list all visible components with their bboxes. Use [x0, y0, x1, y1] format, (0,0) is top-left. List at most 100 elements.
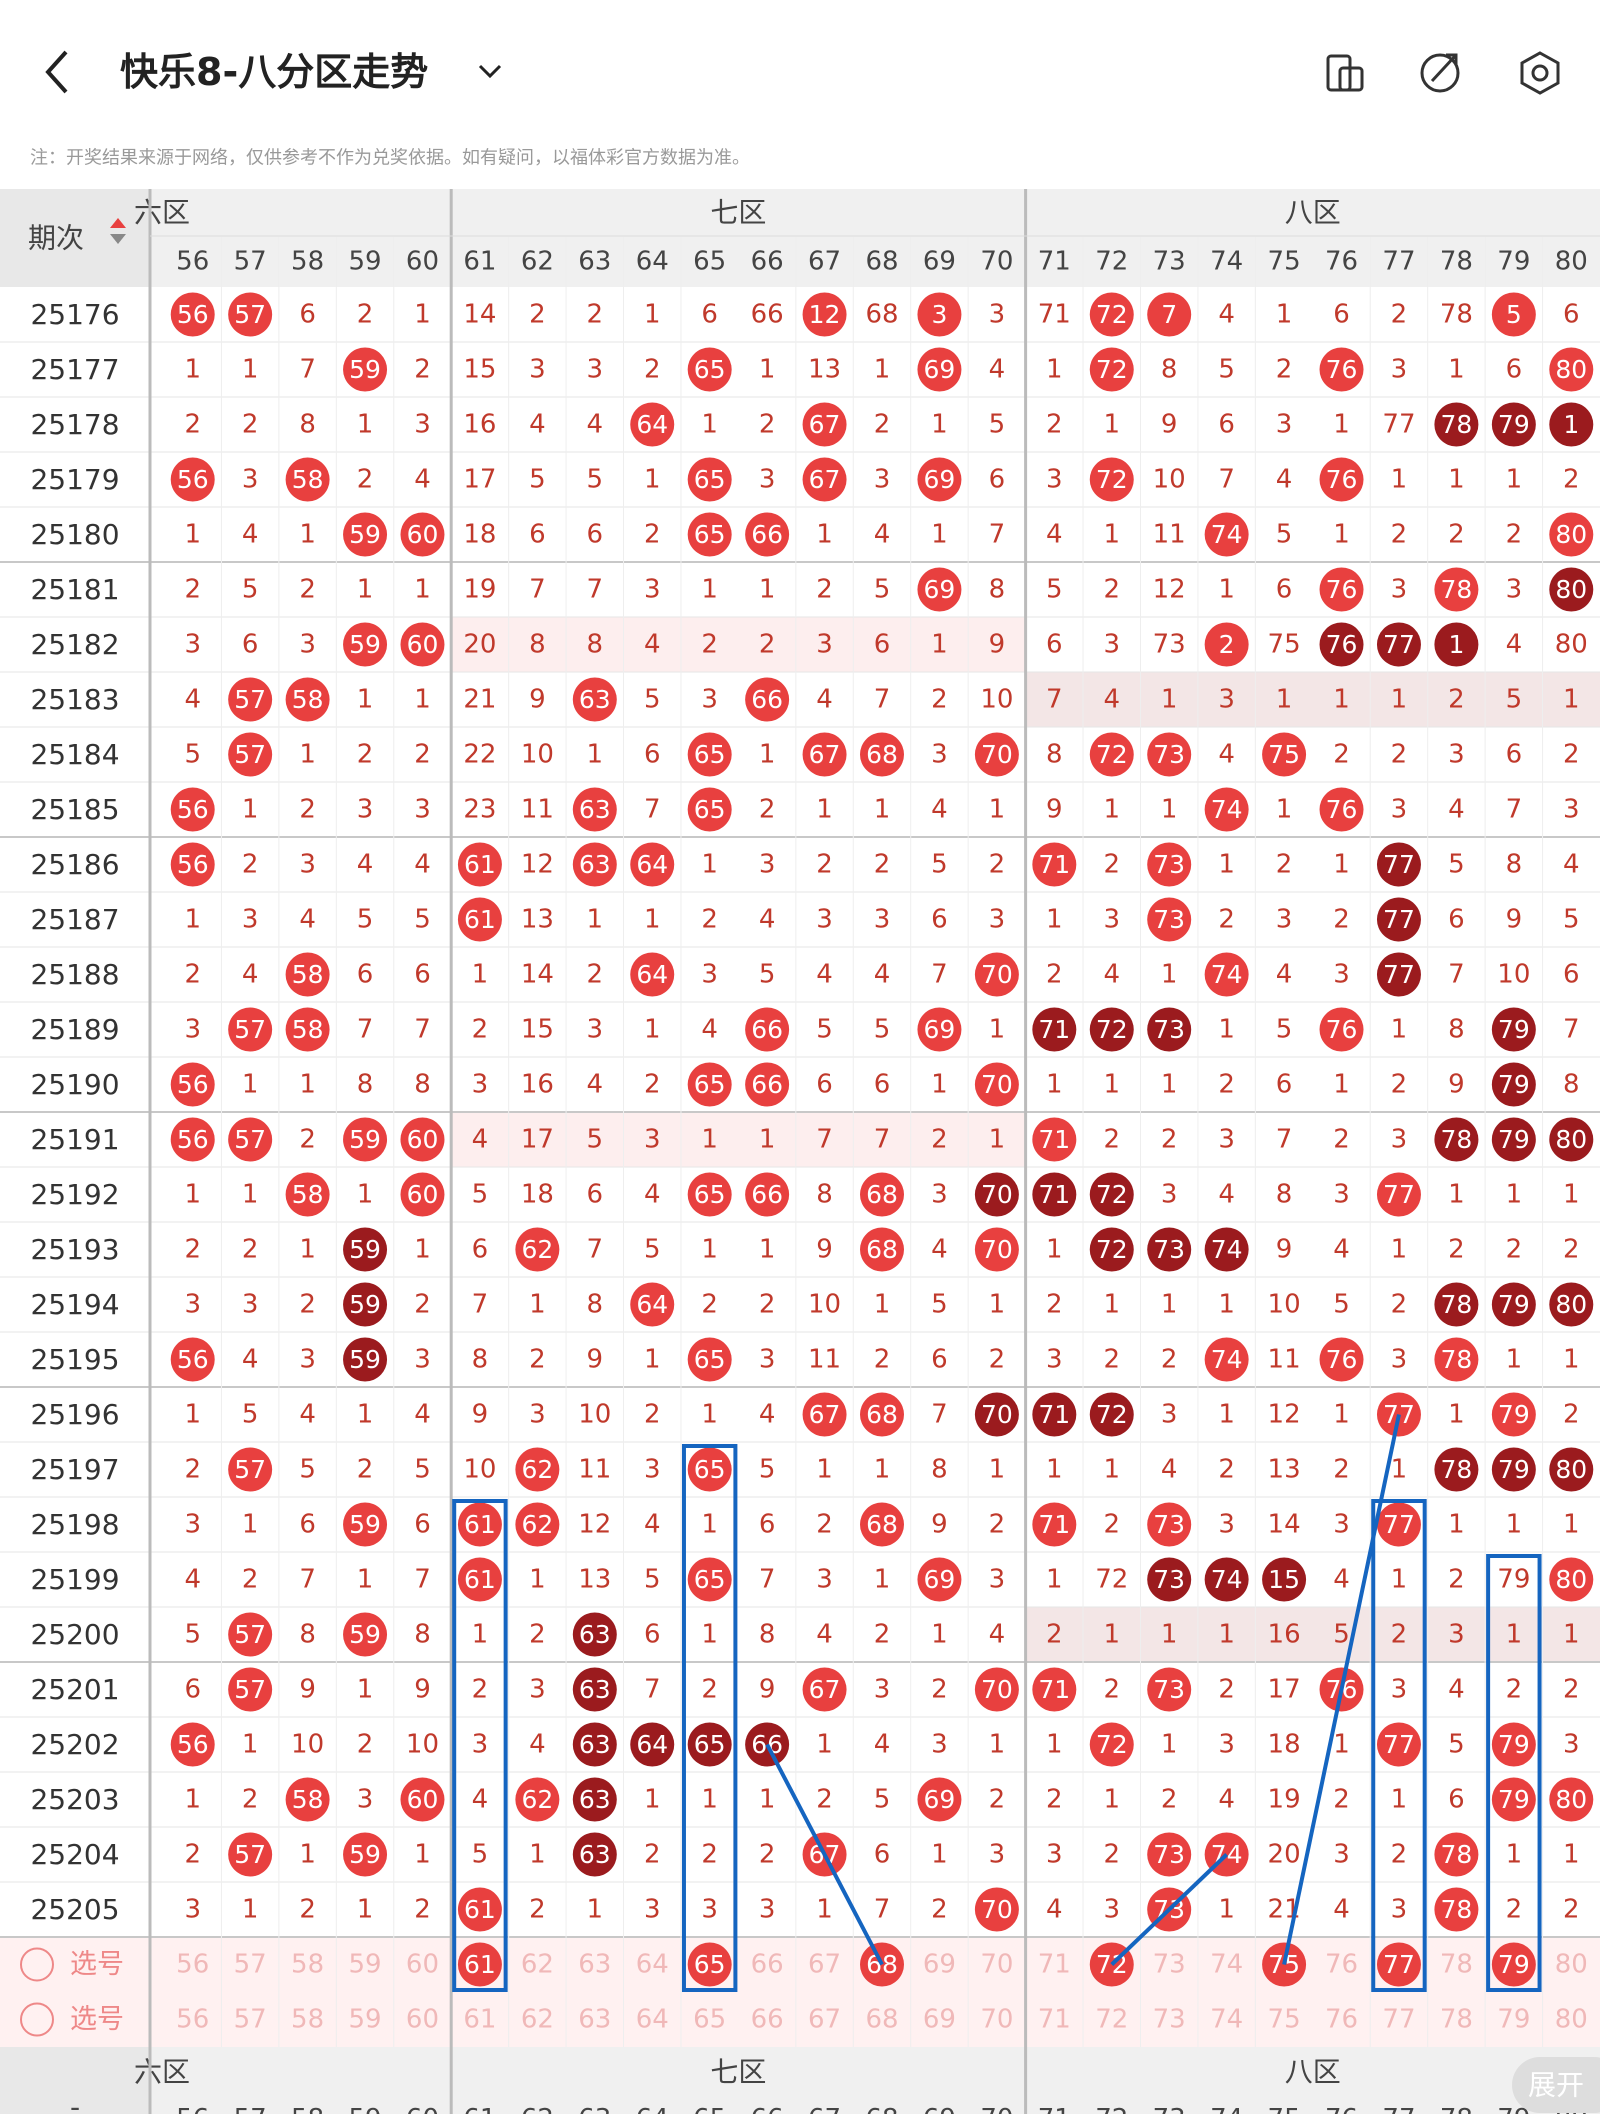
cell-number: 5	[1276, 1015, 1293, 1045]
cell-number: 13	[521, 905, 554, 935]
hot-ball	[1549, 402, 1594, 447]
cell-number: 67	[809, 1400, 841, 1429]
cell-number: 1	[759, 575, 776, 605]
cell-number: 70	[981, 960, 1013, 989]
hit-ball	[228, 1117, 273, 1162]
column-header: 77	[1382, 2104, 1415, 2114]
cell-number: 4	[1046, 520, 1063, 550]
cell-number: 1	[1506, 465, 1523, 495]
cell-number: 79	[1498, 1950, 1530, 1979]
cell-number: 1	[242, 355, 259, 385]
cell-number: 1	[1161, 795, 1178, 825]
cell-number: 59	[349, 1620, 381, 1649]
hit-ball	[745, 677, 790, 722]
cell-number: 1	[1506, 1840, 1523, 1870]
period: 25203	[30, 1783, 119, 1816]
cell-number: 2	[587, 960, 604, 990]
settings-icon[interactable]	[1520, 51, 1560, 95]
cell-number: 10	[980, 685, 1013, 715]
cell-number: 62	[521, 1785, 553, 1814]
expand-button[interactable]: 展开	[1512, 2057, 1600, 2113]
cell-number: 1	[816, 520, 833, 550]
cell-number: 77	[1383, 1180, 1415, 1209]
cell-number: 1	[701, 1400, 718, 1430]
cell-number: 3	[299, 1345, 316, 1375]
cell-number: 72	[1096, 300, 1128, 329]
cell-number: 71	[1038, 1675, 1070, 1704]
row-highlight	[1025, 672, 1600, 727]
cell-number: 3	[184, 1895, 201, 1925]
cell-number: 70	[981, 740, 1013, 769]
cell-number: 56	[177, 465, 209, 494]
hit-ball	[1376, 1172, 1421, 1217]
cell-number: 6	[1448, 905, 1465, 935]
cell-number: 6	[587, 520, 604, 550]
cell-number: 78	[1440, 1950, 1473, 1980]
cell-number: 5	[357, 905, 374, 935]
cell-number: 1	[701, 1620, 718, 1650]
cell-number: 2	[931, 1125, 948, 1155]
back-button[interactable]	[45, 50, 68, 94]
cell-number: 2	[1448, 685, 1465, 715]
cell-number: 1	[414, 1840, 431, 1870]
hit-ball	[1147, 732, 1192, 777]
cell-number: 79	[1497, 2005, 1530, 2035]
cell-number: 1	[1046, 355, 1063, 385]
cell-number: 1	[1448, 1400, 1465, 1430]
cell-number: 3	[184, 1290, 201, 1320]
cell-number: 1	[1506, 1180, 1523, 1210]
hot-ball	[1147, 1007, 1192, 1052]
cell-number: 2	[874, 1345, 891, 1375]
cell-number: 3	[759, 850, 776, 880]
hit-ball	[170, 1117, 215, 1162]
cell-number: 56	[177, 1730, 209, 1759]
column-header: 57	[234, 2104, 267, 2114]
cell-number: 7	[989, 520, 1006, 550]
cell-number: 2	[357, 465, 374, 495]
cell-number: 1	[701, 1125, 718, 1155]
cell-number: 4	[874, 520, 891, 550]
hit-ball	[1204, 1337, 1249, 1382]
hit-ball	[1147, 1502, 1192, 1547]
cell-number: 3	[472, 1730, 489, 1760]
cell-number: 64	[636, 850, 668, 879]
cell-number: 7	[1161, 300, 1177, 329]
dropdown[interactable]	[478, 64, 502, 79]
cell-number: 80	[1555, 1565, 1587, 1594]
cell-number: 8	[759, 1620, 776, 1650]
cell-number: 5	[414, 905, 431, 935]
cell-number: 79	[1498, 1290, 1530, 1319]
share-icon[interactable]	[1420, 53, 1460, 93]
cell-number: 1	[759, 1235, 776, 1265]
period: 25190	[30, 1068, 119, 1101]
cell-number: 10	[521, 740, 554, 770]
cell-number: 8	[587, 1290, 604, 1320]
cell-number: 68	[866, 1180, 898, 1209]
row-highlight	[451, 617, 1026, 672]
cell-number: 73	[1153, 630, 1186, 660]
cell-number: 1	[644, 1345, 661, 1375]
hot-ball	[1491, 402, 1536, 447]
cell-number: 61	[463, 2005, 496, 2035]
cell-number: 3	[184, 630, 201, 660]
cell-number: 1	[1103, 1455, 1120, 1485]
cell-number: 57	[234, 1950, 267, 1980]
cell-number: 62	[521, 1950, 554, 1980]
cell-number: 1	[1161, 960, 1178, 990]
cell-number: 3	[1448, 740, 1465, 770]
hit-ball	[228, 1612, 273, 1657]
cell-number: 73	[1153, 905, 1185, 934]
hit-ball	[860, 732, 904, 777]
cell-number: 79	[1497, 1565, 1530, 1595]
note: 注：开奖结果来源于网络，仅供参考不作为兑奖依据。如有疑问，以福体彩官方数据为准。	[30, 148, 750, 169]
cell-number: 7	[816, 1125, 833, 1155]
cell-number: 8	[414, 1620, 431, 1650]
period: 25202	[30, 1728, 119, 1761]
cell-number: 5	[759, 960, 776, 990]
cell-number: 1	[816, 1455, 833, 1485]
cell-number: 2	[299, 1125, 316, 1155]
cell-number: 3	[989, 1840, 1006, 1870]
layout-icon[interactable]	[1326, 54, 1364, 92]
hot-ball	[687, 1722, 732, 1767]
cell-number: 2	[1563, 1675, 1580, 1705]
